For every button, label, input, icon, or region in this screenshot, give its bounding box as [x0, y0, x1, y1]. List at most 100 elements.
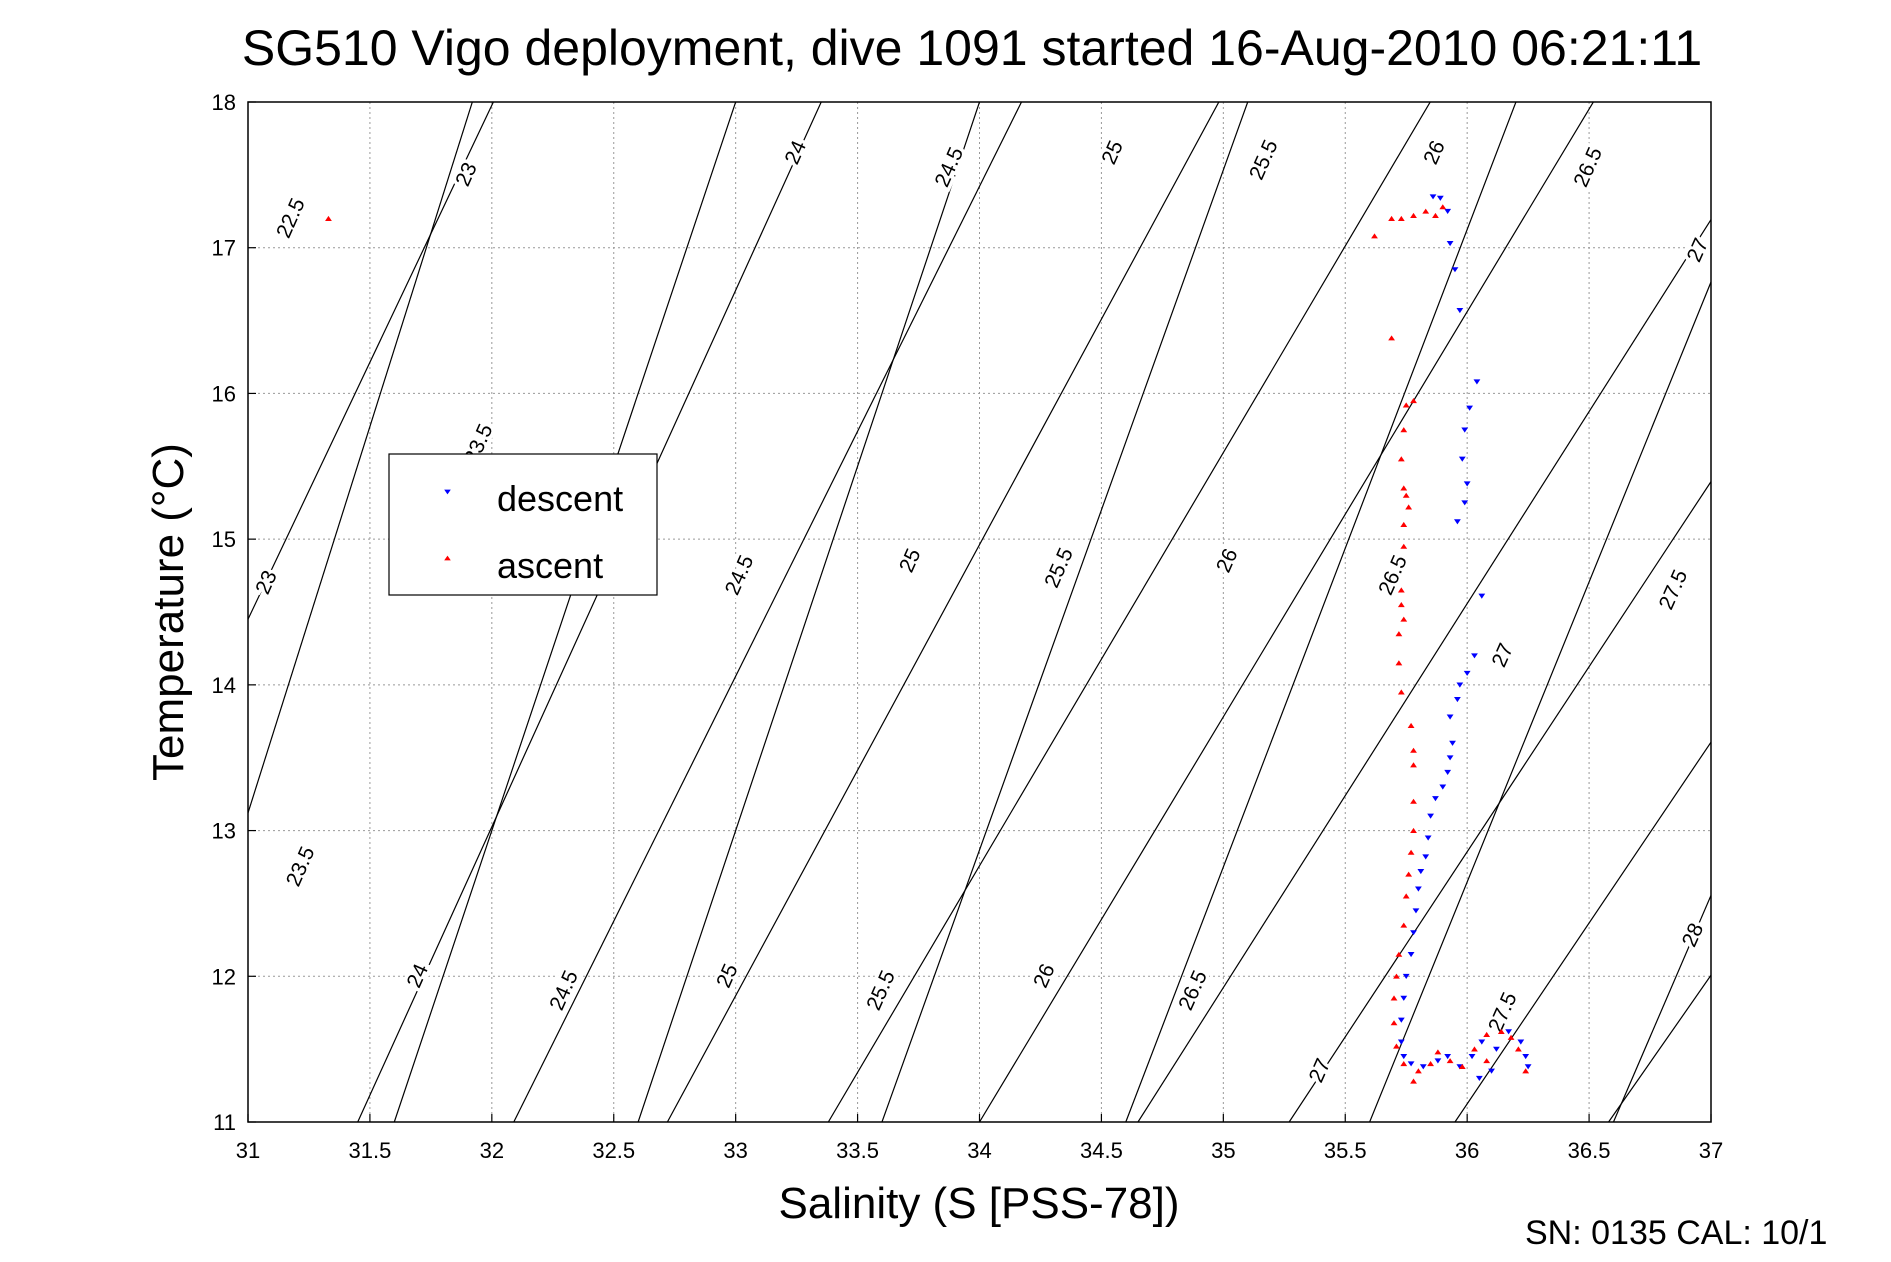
x-tick-label: 37 — [1699, 1138, 1723, 1163]
descent-point — [1417, 868, 1425, 875]
descent-point — [1444, 769, 1452, 776]
ascent-point — [1514, 1046, 1522, 1052]
x-tick-label: 35 — [1211, 1138, 1235, 1163]
descent-point — [1493, 1046, 1500, 1052]
x-tick-label: 34 — [967, 1138, 991, 1163]
ascent-point — [1432, 212, 1439, 219]
isopycnal-line — [393, 102, 737, 1122]
legend-label-descent: descent — [497, 478, 623, 519]
ascent-point — [1400, 543, 1408, 549]
ascent-point — [1405, 504, 1413, 510]
descent-point — [1478, 1039, 1486, 1045]
ascent-point — [1458, 1063, 1466, 1070]
descent-point — [1454, 697, 1461, 703]
y-tick-label: 11 — [213, 1110, 236, 1135]
descent-point — [1454, 519, 1461, 525]
isopycnal-line — [666, 102, 1220, 1122]
ascent-point — [1407, 722, 1415, 729]
x-tick-label: 32.5 — [592, 1138, 635, 1163]
descent-point — [1478, 593, 1486, 599]
descent-point — [1446, 714, 1454, 720]
ascent-point — [1427, 1060, 1434, 1067]
ascent-point — [1410, 1078, 1417, 1084]
isopycnal-line — [1612, 893, 1711, 1122]
grid-lines — [248, 102, 1711, 1122]
ascent-point — [1522, 1068, 1530, 1074]
descent-point — [1432, 796, 1439, 802]
series-markers — [325, 194, 1532, 1084]
descent-point — [1407, 952, 1415, 958]
descent-point — [1517, 1039, 1525, 1045]
ascent-point — [1397, 587, 1405, 593]
descent-point — [1522, 1054, 1530, 1060]
descent-point — [1473, 379, 1481, 385]
isopycnal-line — [1454, 741, 1711, 1122]
descent-point — [1471, 653, 1478, 659]
ascent-point — [1395, 660, 1403, 666]
ascent-point — [1434, 1049, 1442, 1055]
legend-label-ascent: ascent — [497, 545, 603, 586]
y-tick-label: 17 — [212, 236, 236, 261]
descent-point — [1466, 405, 1474, 411]
descent-point — [1419, 1064, 1427, 1070]
x-tick-label: 31.5 — [349, 1138, 392, 1163]
descent-point — [1397, 1017, 1405, 1023]
ascent-point — [1400, 521, 1408, 527]
descent-point — [1444, 208, 1452, 215]
ascent-point — [1507, 1034, 1515, 1040]
x-tick-label: 32 — [480, 1138, 504, 1163]
descent-point — [1412, 908, 1420, 914]
descent-point — [1410, 930, 1417, 936]
ascent-point — [1400, 1060, 1408, 1067]
ascent-point — [1410, 212, 1417, 219]
descent-point — [1456, 307, 1464, 314]
descent-point — [1446, 755, 1454, 761]
ascent-point — [1388, 335, 1395, 341]
ascent-point — [1415, 1068, 1422, 1074]
ascent-point — [1439, 204, 1447, 210]
chart-title: SG510 Vigo deployment, dive 1091 started… — [242, 20, 1702, 76]
legend-marker-descent — [444, 489, 451, 495]
isopycnal-line — [978, 102, 1595, 1122]
ascent-point — [1410, 397, 1417, 404]
descent-point — [1463, 670, 1471, 676]
ascent-point — [1400, 616, 1408, 622]
isopycnal-line — [881, 102, 1249, 1122]
descent-point — [1461, 500, 1469, 506]
legend-marker-ascent — [444, 555, 451, 561]
descent-point — [1407, 1061, 1415, 1067]
y-tick-label: 16 — [212, 381, 236, 406]
x-tick-label: 36 — [1455, 1138, 1479, 1163]
x-tick-label: 33.5 — [836, 1138, 879, 1163]
descent-point — [1524, 1064, 1532, 1070]
descent-point — [1505, 1029, 1513, 1035]
y-tick-label: 12 — [212, 964, 236, 989]
ascent-point — [1393, 1043, 1400, 1049]
ascent-point — [1397, 689, 1405, 695]
ascent-point — [1446, 1058, 1454, 1064]
ascent-point — [1410, 827, 1417, 833]
isopycnal-line — [248, 102, 473, 815]
descent-point — [1446, 240, 1454, 247]
ascent-point — [1397, 215, 1405, 221]
density-contours — [248, 102, 1711, 1122]
descent-point — [1449, 740, 1456, 746]
ascent-point — [1390, 995, 1398, 1001]
y-tick-label: 14 — [212, 673, 236, 698]
ascent-point — [1400, 485, 1408, 491]
descent-point — [1468, 1054, 1476, 1060]
descent-point — [1444, 1054, 1452, 1060]
y-tick-label: 15 — [212, 527, 236, 552]
ascent-point — [1402, 893, 1410, 899]
descent-point — [1463, 481, 1471, 487]
descent-point — [1397, 1039, 1405, 1045]
legend: descent ascent — [388, 453, 658, 596]
ascent-point — [1410, 747, 1417, 753]
isopycnal-line — [357, 102, 822, 1122]
x-tick-label: 33 — [723, 1138, 747, 1163]
ascent-point — [1371, 233, 1378, 239]
ascent-point — [1407, 849, 1415, 855]
descent-point — [1427, 813, 1434, 819]
x-tick-label: 31 — [236, 1138, 260, 1163]
